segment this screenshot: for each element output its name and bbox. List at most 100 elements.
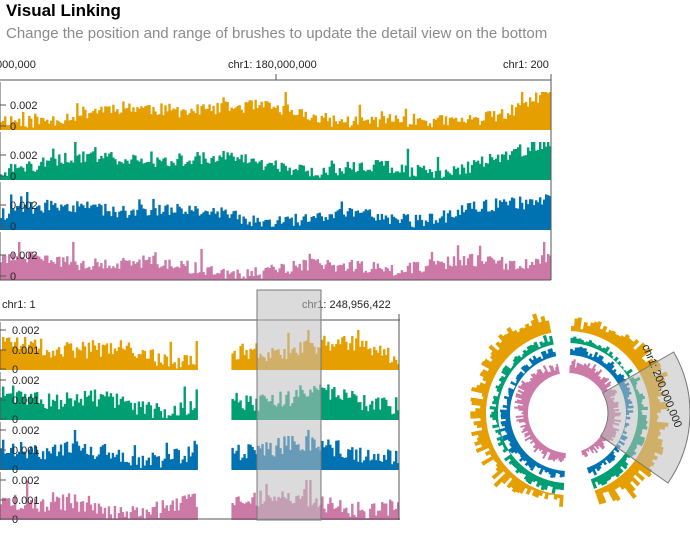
detail-bar <box>46 255 49 280</box>
circular-bar <box>544 466 549 473</box>
detail-bar <box>368 169 372 180</box>
overview-x-label-left: chr1: 1 <box>2 299 36 311</box>
circular-bar <box>533 438 539 444</box>
detail-bar <box>488 211 492 230</box>
overview-bar <box>155 403 159 420</box>
overview-bar <box>185 414 188 420</box>
overview-bar <box>41 451 45 470</box>
detail-bar <box>444 222 448 230</box>
detail-bar <box>476 117 480 130</box>
detail-bar <box>100 106 103 130</box>
detail-bar <box>214 114 217 130</box>
detail-bar <box>88 266 91 280</box>
circular-bar <box>635 359 647 369</box>
overview-bar <box>39 338 43 370</box>
overview-bar <box>245 350 248 370</box>
detail-bar <box>100 262 103 280</box>
overview-bar <box>29 500 33 520</box>
circular-bar <box>607 330 617 343</box>
detail-bar <box>204 274 207 280</box>
overview-bar <box>167 453 170 470</box>
detail-bar <box>290 110 293 130</box>
circular-bar <box>528 459 536 469</box>
overview-bar <box>369 348 372 370</box>
detail-bar <box>332 218 335 230</box>
overview-bar <box>147 358 151 370</box>
circular-bar <box>607 351 614 358</box>
detail-bar <box>62 163 65 180</box>
detail-bar <box>390 265 394 280</box>
circular-bar <box>515 481 525 494</box>
detail-bar <box>46 160 49 180</box>
overview-bar <box>59 400 63 420</box>
overview-bar <box>61 356 65 370</box>
overview-bar <box>79 501 83 520</box>
detail-bar <box>160 213 163 230</box>
overview-bar <box>395 397 398 420</box>
circular-bar <box>515 376 521 382</box>
detail-bar <box>22 257 25 280</box>
detail-bar <box>352 216 356 230</box>
detail-bar <box>272 106 275 130</box>
detail-bar <box>382 219 386 230</box>
circular-bar <box>513 387 516 391</box>
detail-bar <box>462 212 466 230</box>
detail-bar <box>474 209 478 230</box>
circular-bar <box>498 426 500 430</box>
detail-bar <box>334 172 338 180</box>
circular-brush[interactable] <box>600 351 690 484</box>
detail-bar <box>482 201 486 230</box>
detail-bar <box>108 211 111 230</box>
overview-bar <box>51 492 55 520</box>
detail-bar <box>394 171 398 180</box>
detail-bar <box>158 114 161 130</box>
detail-bar <box>498 113 502 130</box>
detail-bar <box>286 216 289 230</box>
detail-bar <box>210 157 213 180</box>
overview-bar <box>369 404 372 420</box>
detail-bar <box>382 165 386 180</box>
circular-bar <box>521 427 532 434</box>
overview-bar <box>195 341 198 370</box>
detail-bar <box>304 260 307 280</box>
detail-bar <box>58 154 61 180</box>
detail-bar <box>68 162 71 180</box>
detail-bar <box>12 208 15 230</box>
detail-bar <box>180 260 183 280</box>
circular-bar <box>471 386 489 395</box>
detail-bar <box>510 151 514 180</box>
circular-bar <box>576 347 581 356</box>
detail-bar <box>64 152 67 180</box>
overview-bar <box>55 496 59 520</box>
detail-bar <box>498 162 502 180</box>
circular-bar <box>557 451 561 459</box>
detail-bar <box>328 214 331 230</box>
overview-bar <box>193 364 196 370</box>
detail-bar <box>74 261 77 280</box>
detail-bar <box>332 115 335 130</box>
detail-bar <box>42 118 45 130</box>
circular-bar <box>540 478 548 491</box>
circular-bar <box>597 438 605 446</box>
detail-bar <box>510 197 514 230</box>
circular-bar <box>599 360 604 366</box>
overview-tracks[interactable]: 0.0020.00100.0020.00100.0020.00100.0020.… <box>0 322 400 526</box>
circular-bar <box>603 346 610 355</box>
overview-bar <box>135 507 139 520</box>
overview-bar <box>51 399 55 420</box>
detail-bar <box>158 159 161 180</box>
circular-bar <box>529 377 540 387</box>
circular-bar <box>599 383 606 390</box>
overview-bar <box>171 413 174 420</box>
overview-bar <box>35 391 39 420</box>
linear-brush[interactable] <box>256 289 322 521</box>
detail-bar <box>128 103 131 130</box>
overview-bar <box>87 342 91 370</box>
detail-bar <box>36 206 39 230</box>
overview-bar <box>393 356 396 370</box>
detail-bar <box>410 226 414 230</box>
detail-bar <box>386 268 390 280</box>
detail-bar <box>230 107 233 130</box>
detail-bar <box>116 217 119 230</box>
